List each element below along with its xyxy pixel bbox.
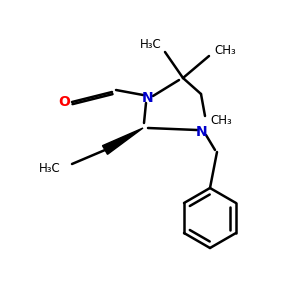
Text: N: N [196, 125, 208, 139]
Text: CH₃: CH₃ [210, 113, 232, 127]
Text: N: N [142, 91, 154, 105]
Polygon shape [103, 128, 143, 154]
Text: H₃C: H₃C [140, 38, 162, 50]
Text: H₃C: H₃C [39, 161, 61, 175]
Text: O: O [58, 95, 70, 109]
Text: CH₃: CH₃ [214, 44, 236, 56]
